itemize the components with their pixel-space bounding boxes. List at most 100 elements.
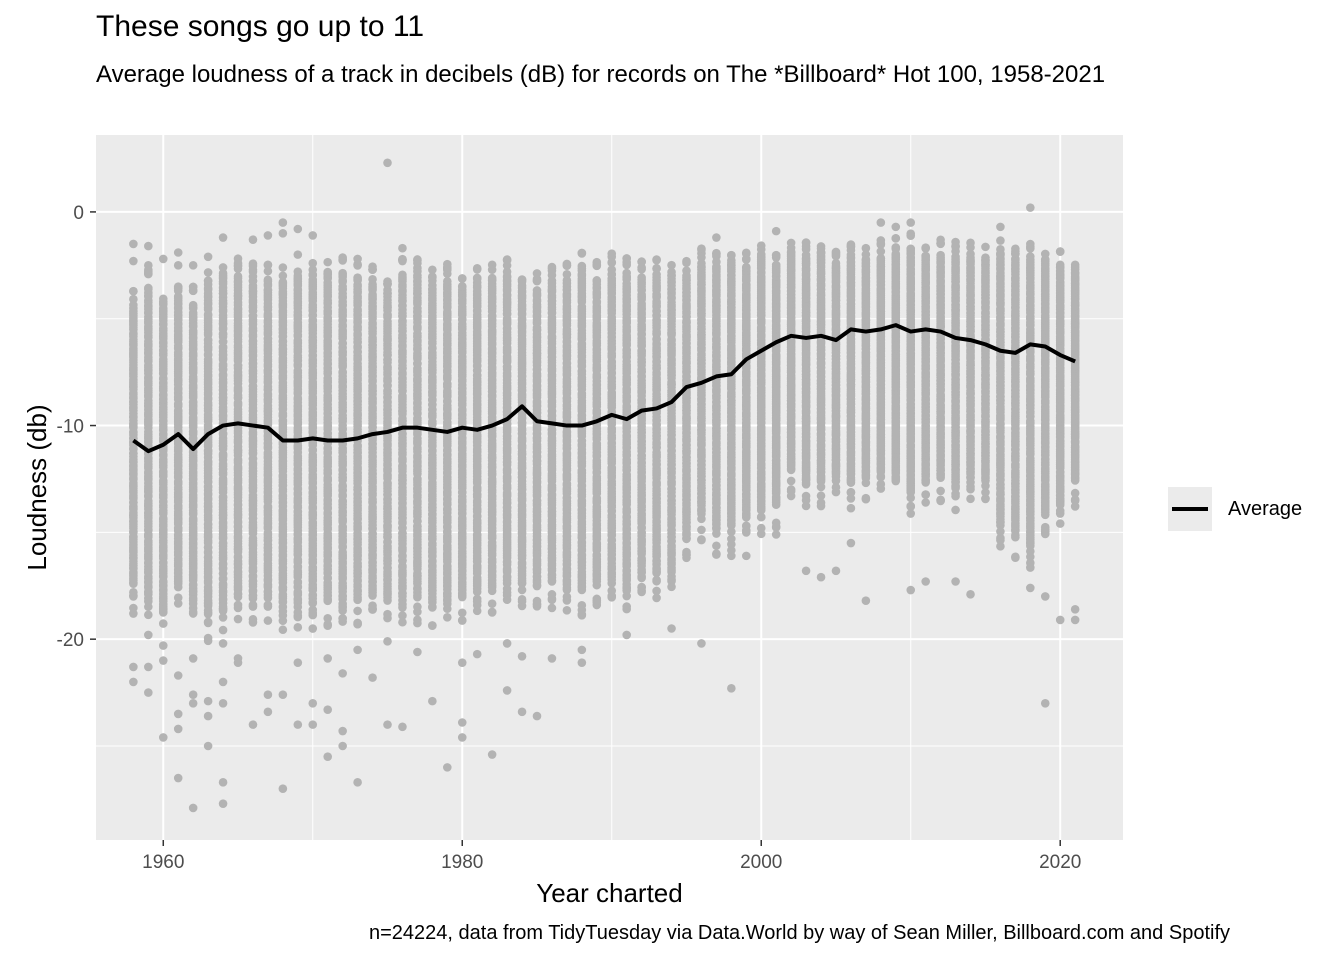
data-point	[398, 617, 407, 627]
data-point	[338, 256, 347, 265]
data-point	[502, 588, 512, 597]
data-point	[173, 286, 183, 296]
data-point	[428, 621, 437, 630]
data-point	[368, 605, 377, 614]
data-point	[203, 633, 213, 643]
data-point	[652, 576, 661, 586]
data-point	[338, 614, 347, 623]
data-point	[532, 276, 542, 286]
data-point	[173, 582, 183, 592]
data-point	[652, 255, 661, 265]
data-point	[308, 624, 318, 633]
data-point	[622, 604, 631, 614]
data-point	[188, 599, 198, 609]
data-point	[517, 585, 527, 595]
data-point	[457, 608, 467, 618]
data-point	[532, 286, 542, 295]
data-point	[383, 609, 392, 619]
data-point	[144, 597, 153, 606]
data-point	[517, 281, 527, 291]
data-point	[323, 257, 333, 267]
data-point	[203, 268, 213, 277]
data-point	[592, 596, 602, 605]
data-point	[562, 270, 572, 279]
data-point	[203, 617, 213, 627]
data-point	[188, 286, 198, 295]
data-point	[547, 595, 557, 605]
data-point	[218, 271, 228, 280]
data-point	[188, 300, 198, 310]
data-point	[353, 606, 362, 616]
data-point	[607, 249, 617, 258]
data-point	[532, 599, 542, 609]
data-point	[532, 269, 542, 278]
data-point	[562, 592, 572, 602]
data-point	[428, 603, 437, 612]
data-point	[158, 607, 168, 617]
data-point	[607, 258, 617, 268]
data-point	[577, 611, 587, 620]
data-point	[622, 268, 631, 278]
data-point	[323, 596, 333, 606]
data-point	[278, 277, 288, 287]
data-point	[652, 593, 661, 603]
data-point	[398, 270, 407, 280]
data-point	[457, 616, 467, 625]
data-point	[517, 595, 527, 604]
data-point	[144, 283, 153, 293]
data-point	[188, 607, 198, 617]
data-point	[577, 249, 587, 258]
data-point	[547, 603, 557, 613]
data-point	[173, 599, 183, 608]
data-point	[353, 273, 362, 282]
data-point	[637, 582, 646, 592]
data-point	[368, 274, 377, 284]
data-point	[547, 264, 557, 273]
data-point	[233, 614, 243, 624]
data-point	[637, 257, 646, 266]
data-point	[308, 608, 318, 618]
data-point	[443, 613, 452, 622]
data-point	[308, 271, 318, 280]
data-point	[622, 586, 631, 595]
data-point	[293, 271, 303, 281]
data-point	[413, 267, 422, 276]
chart-subtitle: Average loudness of a track in decibels …	[96, 61, 1106, 88]
chart-title: These songs go up to 11	[96, 10, 425, 43]
data-point	[487, 265, 497, 274]
data-point	[562, 259, 572, 269]
data-point	[428, 276, 437, 286]
data-point	[413, 618, 422, 628]
data-point	[502, 261, 512, 270]
data-point	[487, 586, 497, 596]
data-point	[457, 274, 467, 283]
data-point	[487, 608, 497, 617]
data-point	[562, 606, 572, 615]
data-point	[129, 294, 138, 304]
data-point	[443, 276, 452, 286]
data-point	[129, 592, 138, 601]
data-point	[592, 259, 602, 269]
data-point	[278, 263, 288, 272]
data-point	[129, 286, 138, 296]
data-point	[218, 605, 228, 614]
data-point	[472, 597, 482, 606]
data-point	[278, 607, 288, 616]
data-point	[398, 600, 407, 609]
data-point	[158, 297, 168, 306]
data-point	[472, 273, 482, 283]
data-point	[233, 603, 243, 613]
data-point	[233, 272, 243, 281]
data-point	[622, 258, 631, 267]
data-point	[577, 264, 587, 273]
data-point	[413, 602, 422, 612]
data-point	[338, 268, 347, 278]
data-point	[383, 279, 392, 289]
data-point	[278, 625, 288, 635]
data-point	[144, 610, 153, 620]
data-point	[652, 264, 661, 274]
data-point	[158, 619, 168, 628]
data-point	[472, 265, 482, 274]
data-point	[293, 608, 303, 617]
data-point	[218, 625, 228, 635]
